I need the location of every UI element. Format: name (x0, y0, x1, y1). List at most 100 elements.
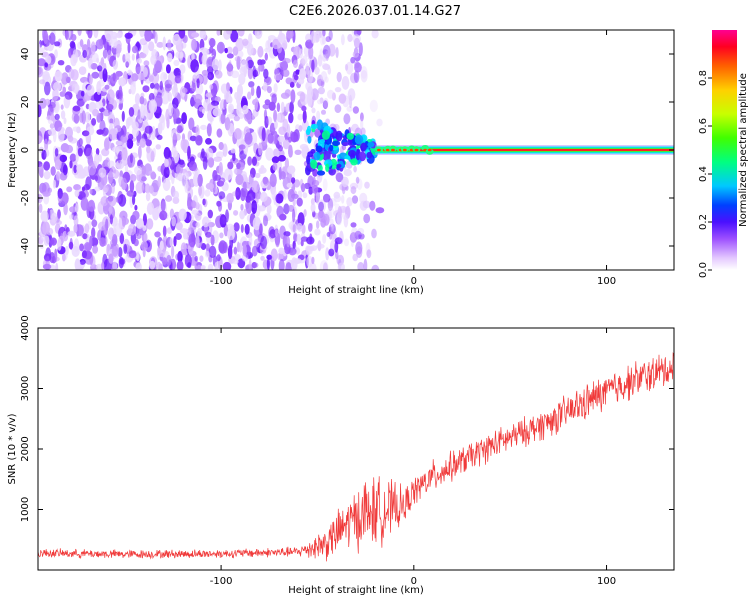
noise-blob (353, 165, 357, 173)
noise-blob (146, 202, 155, 215)
noise-blob (96, 129, 104, 135)
noise-blob (139, 53, 147, 59)
noise-blob (277, 155, 286, 162)
noise-blob (327, 89, 335, 99)
noise-blob (236, 95, 241, 105)
noise-blob (211, 100, 219, 106)
noise-blob (169, 208, 175, 220)
noise-blob (321, 36, 326, 45)
noise-blob (129, 180, 135, 193)
noise-blob (176, 125, 183, 134)
noise-blob (274, 120, 278, 129)
noise-blob (196, 78, 200, 89)
noise-blob (219, 214, 227, 228)
noise-blob (222, 261, 232, 270)
noise-blob (315, 191, 320, 205)
noise-blob (89, 74, 93, 85)
noise-blob (148, 99, 158, 114)
noise-blob (316, 220, 320, 229)
noise-blob (135, 262, 142, 270)
noise-blob (52, 179, 57, 189)
noise-blob (70, 34, 77, 41)
noise-blob (352, 253, 359, 262)
noise-blob (44, 138, 49, 152)
noise-blob (145, 139, 152, 147)
noise-blob (57, 238, 62, 251)
noise-blob (248, 33, 253, 45)
noise-blob (177, 172, 183, 182)
noise-blob (93, 30, 99, 39)
noise-blob (269, 122, 276, 136)
noise-blob (56, 171, 61, 181)
noise-blob (172, 132, 177, 147)
noise-blob (346, 197, 353, 207)
noise-blob (295, 247, 301, 255)
noise-blob (173, 67, 181, 77)
scatter-blob (306, 154, 311, 165)
noise-blob (154, 60, 162, 73)
noise-blob (167, 52, 173, 63)
scatter-blob (307, 135, 312, 144)
noise-blob (243, 141, 249, 155)
noise-blob (153, 88, 158, 97)
noise-blob (108, 170, 114, 185)
noise-blob (141, 165, 147, 175)
noise-blob (279, 213, 287, 221)
noise-blob (226, 30, 233, 35)
noise-blob (42, 191, 51, 197)
noise-blob (95, 101, 104, 109)
noise-blob (126, 138, 134, 149)
noise-blob (293, 179, 301, 188)
noise-blob (115, 70, 123, 77)
noise-blob (188, 233, 196, 248)
colorbar-ticks: 0.0 0.2 0.4 0.6 0.8 (698, 70, 712, 278)
noise-blob (181, 112, 187, 124)
noise-blob (157, 175, 161, 188)
noise-blob (199, 47, 208, 53)
noise-blob (267, 133, 274, 144)
noise-blob (218, 59, 222, 72)
noise-blob (53, 81, 61, 92)
snr-y-tick-label: 4000 (20, 315, 31, 340)
noise-blob (268, 101, 276, 111)
noise-blob (104, 30, 113, 41)
noise-blob (341, 179, 349, 185)
noise-blob (328, 43, 336, 57)
noise-blob (205, 182, 215, 190)
noise-blob (159, 210, 168, 221)
noise-blob (46, 115, 53, 121)
noise-blob (188, 161, 197, 172)
noise-blob (69, 214, 74, 220)
noise-blob (216, 30, 221, 36)
noise-blob (92, 108, 99, 117)
noise-blob (198, 185, 203, 196)
noise-blob (224, 168, 233, 181)
noise-blob (351, 123, 359, 133)
noise-blob (135, 63, 141, 75)
noise-blob (139, 96, 145, 105)
noise-blob (103, 41, 110, 51)
noise-blob (143, 232, 148, 243)
noise-blob (334, 241, 339, 253)
noise-blob (280, 92, 290, 99)
noise-blob (194, 255, 198, 262)
noise-blob (323, 193, 331, 203)
noise-blob (238, 73, 246, 85)
noise-blob (254, 172, 261, 179)
signal-bead-core (427, 148, 432, 152)
noise-blob (190, 59, 199, 73)
noise-blob (104, 84, 110, 90)
noise-blob (183, 172, 189, 181)
noise-blob (118, 102, 123, 110)
noise-blob (165, 195, 173, 202)
noise-blob (134, 165, 143, 175)
colorbar-tick-label: 0.2 (698, 214, 709, 230)
noise-blob (74, 189, 80, 198)
noise-blob (366, 249, 372, 259)
noise-blob (161, 91, 170, 105)
noise-blob (123, 243, 128, 254)
signal-band-core (375, 148, 674, 152)
noise-blob (326, 207, 335, 219)
noise-blob (289, 101, 294, 114)
noise-blob (78, 138, 83, 147)
